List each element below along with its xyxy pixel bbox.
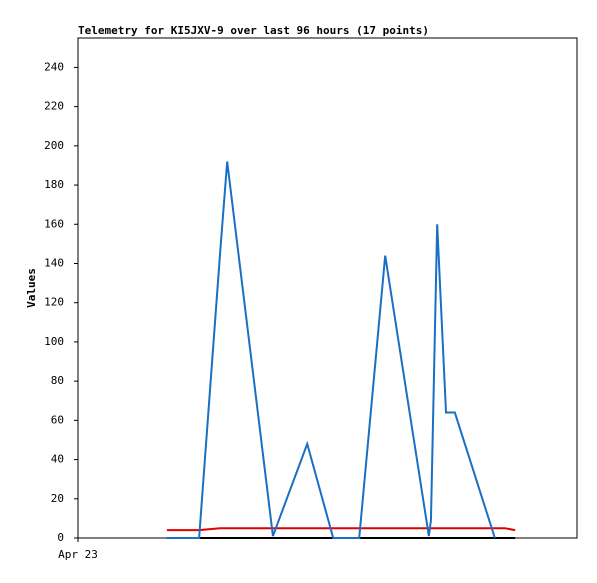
- series-line: [166, 527, 516, 532]
- y-tick-label: 240: [44, 60, 64, 73]
- y-tick-label: 200: [44, 139, 64, 152]
- y-tick-label: 180: [44, 178, 64, 191]
- y-axis-label: Values: [25, 268, 38, 308]
- series-line: [166, 161, 496, 539]
- y-tick-label: 40: [51, 453, 64, 466]
- y-tick-label: 80: [51, 374, 64, 387]
- y-tick-label: 120: [44, 296, 64, 309]
- y-tick-label: 60: [51, 413, 64, 426]
- y-tick-label: 220: [44, 100, 64, 113]
- y-tick-label: 0: [57, 531, 64, 544]
- chart-title: Telemetry for KI5JXV-9 over last 96 hour…: [78, 24, 429, 37]
- y-tick-label: 140: [44, 256, 64, 269]
- y-tick-label: 20: [51, 492, 64, 505]
- y-tick-label: 160: [44, 217, 64, 230]
- x-tick-label: Apr 23: [58, 548, 98, 561]
- y-tick-label: 100: [44, 335, 64, 348]
